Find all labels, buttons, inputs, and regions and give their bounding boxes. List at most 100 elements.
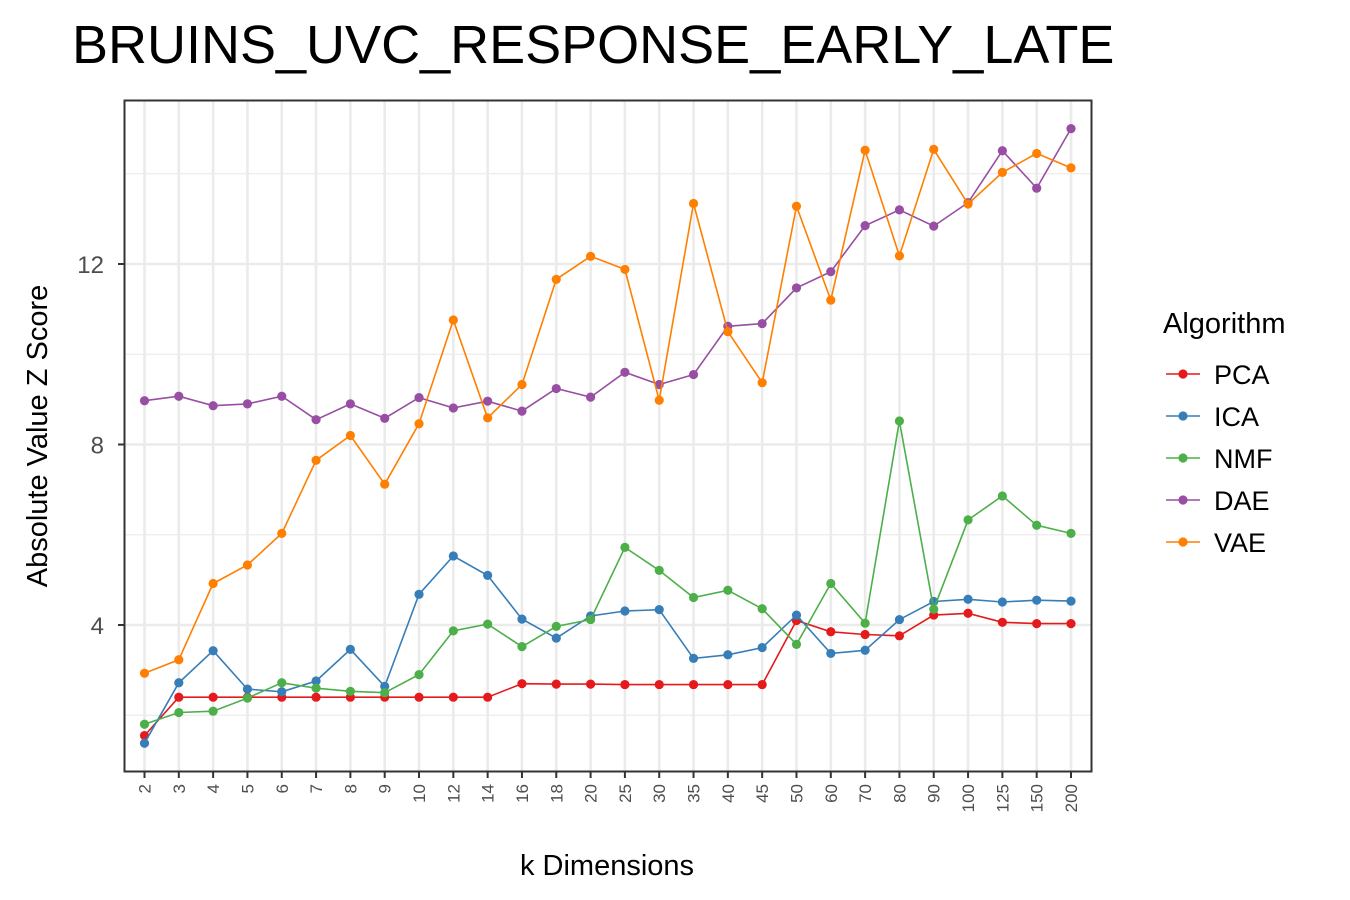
legend-key-point [1178,537,1188,547]
legend-label: VAE [1214,528,1266,558]
legend-key-point [1178,495,1188,505]
data-point-vae [1066,163,1076,173]
data-point-dae [929,221,939,231]
data-point-vae [380,479,390,489]
data-point-nmf [723,585,733,595]
data-point-vae [929,144,939,154]
series-dae [139,124,1076,425]
data-point-ica [139,738,150,748]
data-point-dae [380,413,390,423]
legend-entry-dae: DAE [1166,486,1270,516]
x-tick-label: 8 [341,784,360,793]
legend-entry-vae: VAE [1166,528,1266,558]
data-point-pca [757,679,767,690]
data-point-dae [826,267,836,277]
data-point-ica [1032,595,1042,605]
x-tick-label: 12 [444,784,463,803]
legend-title: Algorithm [1163,308,1286,340]
legend-label: PCA [1214,360,1270,390]
data-point-dae [448,403,458,413]
series-layer [139,124,1076,748]
data-point-nmf [894,416,905,426]
data-point-dae [311,415,321,425]
data-point-ica [380,681,390,691]
data-point-ica [620,606,630,616]
data-point-ica [654,605,664,615]
data-point-ica [483,570,493,580]
data-point-ica [414,589,424,599]
data-point-dae [414,392,424,403]
data-point-dae [345,399,355,409]
data-point-vae [997,167,1007,177]
data-point-pca [826,627,836,637]
series-line-vae [144,147,1072,675]
data-point-ica [791,610,802,620]
x-axis-title: k Dimensions [520,850,694,882]
legend-entry-nmf: NMF [1166,444,1272,474]
data-point-vae [654,395,664,405]
data-point-ica [311,676,321,686]
data-point-vae [860,145,870,155]
data-point-dae [517,406,527,416]
x-tick-label: 7 [307,784,326,793]
data-point-dae [791,283,802,293]
data-point-nmf [277,678,287,688]
data-point-nmf [929,604,939,614]
data-point-nmf [208,706,218,716]
x-tick-label: 45 [753,784,772,803]
legend-key-point [1178,411,1188,421]
data-point-pca [654,679,664,690]
data-point-dae [997,146,1007,156]
data-point-pca [551,679,561,689]
data-point-vae [791,201,802,211]
x-tick-label: 40 [719,784,738,803]
series-line-dae [144,128,1072,421]
data-point-nmf [585,614,596,625]
data-point-ica [517,614,527,624]
data-point-dae [894,205,905,215]
data-point-ica [345,644,355,654]
legend-key-point [1178,453,1188,463]
x-tick-label: 2 [136,784,155,793]
y-tick-label: 4 [91,613,104,640]
series-line-pca [143,612,1071,737]
x-tick-label: 3 [170,784,189,793]
data-point-nmf [688,592,699,603]
data-point-nmf [654,565,664,575]
data-point-dae [174,391,184,401]
data-point-pca [860,629,870,640]
data-point-vae [277,528,287,538]
data-point-vae [826,295,836,305]
data-point-ica [723,650,733,660]
legend-label: DAE [1214,486,1270,516]
data-point-vae [414,419,424,429]
data-point-vae [208,578,218,589]
data-point-pca [517,679,527,689]
data-point-vae [551,274,561,284]
data-point-dae [860,221,870,231]
x-tick-label: 5 [238,784,257,793]
x-tick-label: 4 [204,784,223,793]
data-point-vae [963,199,973,209]
legend: Algorithm PCA ICA NMF DAE VAE [1163,308,1286,558]
data-point-pca [585,679,596,689]
data-point-nmf [380,688,390,698]
x-tick-label: 35 [685,784,704,803]
x-tick-label: 30 [650,784,669,803]
legend-entry-pca: PCA [1166,360,1270,390]
data-point-pca [723,679,733,690]
data-point-dae [620,367,630,377]
x-tick-label: 200 [1062,784,1081,812]
x-axis: 2 3 4 5 6 7 8 9 10 12 14 16 18 20 25 30 35 40 45 50 60 70 80 90… [136,772,1081,812]
data-point-ica [1066,596,1076,606]
data-point-nmf [757,604,767,614]
data-point-dae [1066,124,1076,134]
x-tick-label: 70 [856,784,875,803]
data-point-vae [620,264,630,275]
data-point-dae [551,383,561,394]
data-point-vae [517,379,527,390]
data-point-pca [997,617,1007,627]
x-tick-label: 25 [616,784,635,803]
data-point-pca [311,692,321,702]
x-tick-label: 50 [787,784,806,803]
